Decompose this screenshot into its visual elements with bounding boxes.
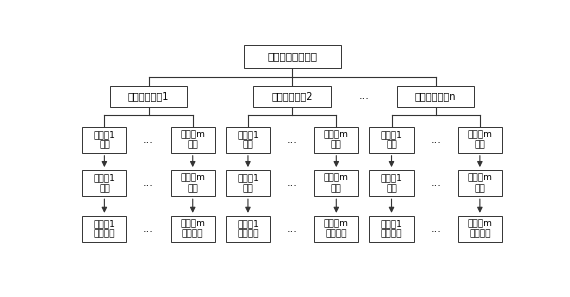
Text: 数据块1
解析: 数据块1 解析 xyxy=(237,130,259,149)
Text: ...: ... xyxy=(143,224,154,234)
Text: 数据块m
写入文件: 数据块m 写入文件 xyxy=(467,219,492,238)
Bar xyxy=(170,216,215,242)
Bar xyxy=(458,216,502,242)
Text: 数据块1
写入文件: 数据块1 写入文件 xyxy=(93,219,115,238)
Bar xyxy=(226,216,270,242)
Text: 数据块1
写入文件: 数据块1 写入文件 xyxy=(237,219,259,238)
Bar xyxy=(369,127,414,153)
Bar xyxy=(82,170,127,196)
Text: 数据块1
解算: 数据块1 解算 xyxy=(237,173,259,193)
Bar xyxy=(254,86,331,107)
Bar xyxy=(110,86,187,107)
Bar xyxy=(82,127,127,153)
Bar xyxy=(369,216,414,242)
Text: 数据块m
写入文件: 数据块m 写入文件 xyxy=(324,219,349,238)
Text: 点云数据文件2: 点云数据文件2 xyxy=(271,91,313,101)
Text: 数据块m
解算: 数据块m 解算 xyxy=(467,173,492,193)
Text: ...: ... xyxy=(359,91,369,101)
Text: 点云数据文件n: 点云数据文件n xyxy=(415,91,457,101)
Text: 数据块m
写入文件: 数据块m 写入文件 xyxy=(180,219,205,238)
Bar xyxy=(243,45,341,68)
Text: ...: ... xyxy=(143,135,154,145)
Text: 数据块m
解算: 数据块m 解算 xyxy=(324,173,349,193)
Text: 数据块1
解析: 数据块1 解析 xyxy=(381,130,402,149)
Text: ...: ... xyxy=(143,178,154,188)
Text: 点云数据文件1: 点云数据文件1 xyxy=(128,91,169,101)
Bar xyxy=(458,127,502,153)
Bar xyxy=(369,170,414,196)
Bar xyxy=(170,170,215,196)
Text: 多个点云数据文件: 多个点云数据文件 xyxy=(267,51,317,61)
Bar xyxy=(226,127,270,153)
Text: ...: ... xyxy=(287,178,298,188)
Text: ...: ... xyxy=(287,135,298,145)
Text: 数据块m
解析: 数据块m 解析 xyxy=(180,130,205,149)
Text: 数据块m
解析: 数据块m 解析 xyxy=(324,130,349,149)
Bar xyxy=(314,170,359,196)
Bar xyxy=(458,170,502,196)
Bar xyxy=(314,216,359,242)
Text: ...: ... xyxy=(430,135,441,145)
Text: 数据块m
解算: 数据块m 解算 xyxy=(180,173,205,193)
Bar xyxy=(170,127,215,153)
Text: ...: ... xyxy=(430,178,441,188)
Text: 数据块m
解析: 数据块m 解析 xyxy=(467,130,492,149)
Bar xyxy=(226,170,270,196)
Text: ...: ... xyxy=(287,224,298,234)
Bar xyxy=(397,86,474,107)
Text: 数据块1
解析: 数据块1 解析 xyxy=(93,130,115,149)
Bar xyxy=(82,216,127,242)
Text: 数据块1
解算: 数据块1 解算 xyxy=(93,173,115,193)
Text: 数据块1
解算: 数据块1 解算 xyxy=(381,173,402,193)
Text: ...: ... xyxy=(430,224,441,234)
Bar xyxy=(314,127,359,153)
Text: 数据块1
写入文件: 数据块1 写入文件 xyxy=(381,219,402,238)
